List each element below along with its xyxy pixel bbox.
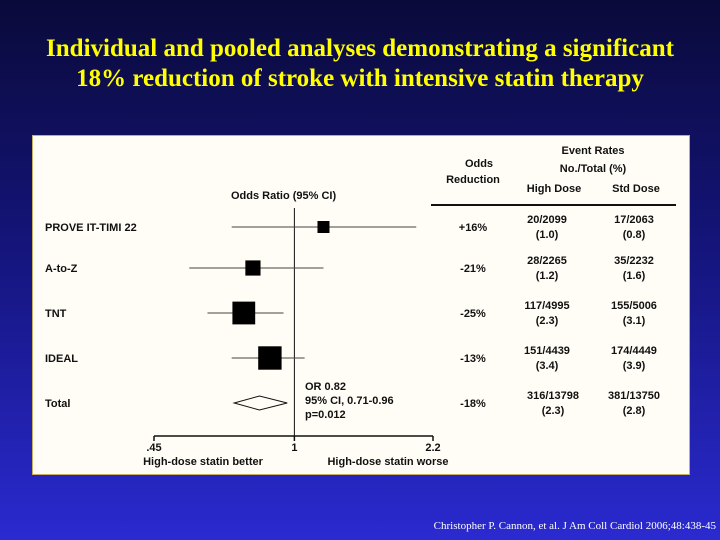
- or-marker: [317, 221, 330, 233]
- or-marker: [258, 346, 282, 370]
- std-dose-header: Std Dose: [612, 183, 660, 195]
- std-dose-rate: (1.6): [623, 270, 646, 282]
- title-line-1: Individual and pooled analyses demonstra…: [46, 35, 674, 62]
- odds-reduction-value: -25%: [460, 308, 486, 320]
- title-line-2: 18% reduction of stroke with intensive s…: [76, 65, 644, 92]
- study-label: IDEAL: [45, 353, 78, 365]
- odds-reduction-value: -21%: [460, 263, 486, 275]
- forest-plot: Odds Ratio (95% CI) Odds Reduction Event…: [45, 145, 676, 468]
- std-dose-events: 155/5006: [611, 300, 657, 312]
- high-dose-events: 20/2099: [527, 214, 567, 226]
- std-dose-events: 174/4449: [611, 345, 657, 357]
- x-tick-label: 1: [291, 442, 297, 454]
- plot-layer: .45 1 2.2 PROVE IT-TIMI 22 +16% 20/2099 (1.0) 1…: [45, 208, 660, 454]
- high-dose-events: 28/2265: [527, 255, 567, 267]
- or-marker: [232, 301, 256, 325]
- x-tick-label: 2.2: [425, 442, 440, 454]
- worse-label: High-dose statin worse: [327, 456, 448, 468]
- no-total-header: No./Total (%): [560, 163, 627, 175]
- std-dose-events: 35/2232: [614, 255, 654, 267]
- high-dose-rate: (1.2): [536, 270, 559, 282]
- odds-reduction-header-2: Reduction: [446, 174, 500, 186]
- odds-ratio-header: Odds Ratio (95% CI): [231, 190, 336, 202]
- pooled-or-text: OR 0.82: [305, 381, 346, 393]
- better-label: High-dose statin better: [143, 456, 264, 468]
- odds-reduction-value: +16%: [459, 222, 488, 234]
- total-odds-reduction: -18%: [460, 398, 486, 410]
- total-high-dose-rate: (2.3): [542, 405, 565, 417]
- event-rates-header: Event Rates: [562, 145, 625, 157]
- pooled-diamond: [232, 395, 288, 411]
- pooled-ci-text: 95% CI, 0.71-0.96: [305, 395, 394, 407]
- or-marker: [245, 260, 261, 276]
- odds-reduction-header-1: Odds: [465, 158, 493, 170]
- high-dose-rate: (1.0): [536, 229, 559, 241]
- total-std-dose-rate: (2.8): [623, 405, 646, 417]
- std-dose-rate: (3.9): [623, 360, 646, 372]
- std-dose-events: 17/2063: [614, 214, 654, 226]
- std-dose-rate: (3.1): [623, 315, 646, 327]
- odds-reduction-value: -13%: [460, 353, 486, 365]
- study-label: PROVE IT-TIMI 22: [45, 222, 137, 234]
- citation: Christopher P. Cannon, et al. J Am Coll …: [433, 520, 716, 532]
- total-std-dose-events: 381/13750: [608, 390, 660, 402]
- high-dose-rate: (3.4): [536, 360, 559, 372]
- x-tick-label: .45: [146, 442, 161, 454]
- high-dose-events: 117/4995: [524, 300, 569, 312]
- total-label: Total: [45, 398, 70, 410]
- pooled-p-text: p=0.012: [305, 409, 346, 421]
- forest-plot-panel: Odds Ratio (95% CI) Odds Reduction Event…: [32, 135, 690, 475]
- high-dose-rate: (2.3): [536, 315, 559, 327]
- std-dose-rate: (0.8): [623, 229, 646, 241]
- high-dose-header: High Dose: [527, 183, 581, 195]
- total-high-dose-events: 316/13798: [527, 390, 579, 402]
- slide-title: Individual and pooled analyses demonstra…: [0, 34, 720, 94]
- study-label: TNT: [45, 308, 67, 320]
- high-dose-events: 151/4439: [524, 345, 570, 357]
- study-label: A-to-Z: [45, 263, 78, 275]
